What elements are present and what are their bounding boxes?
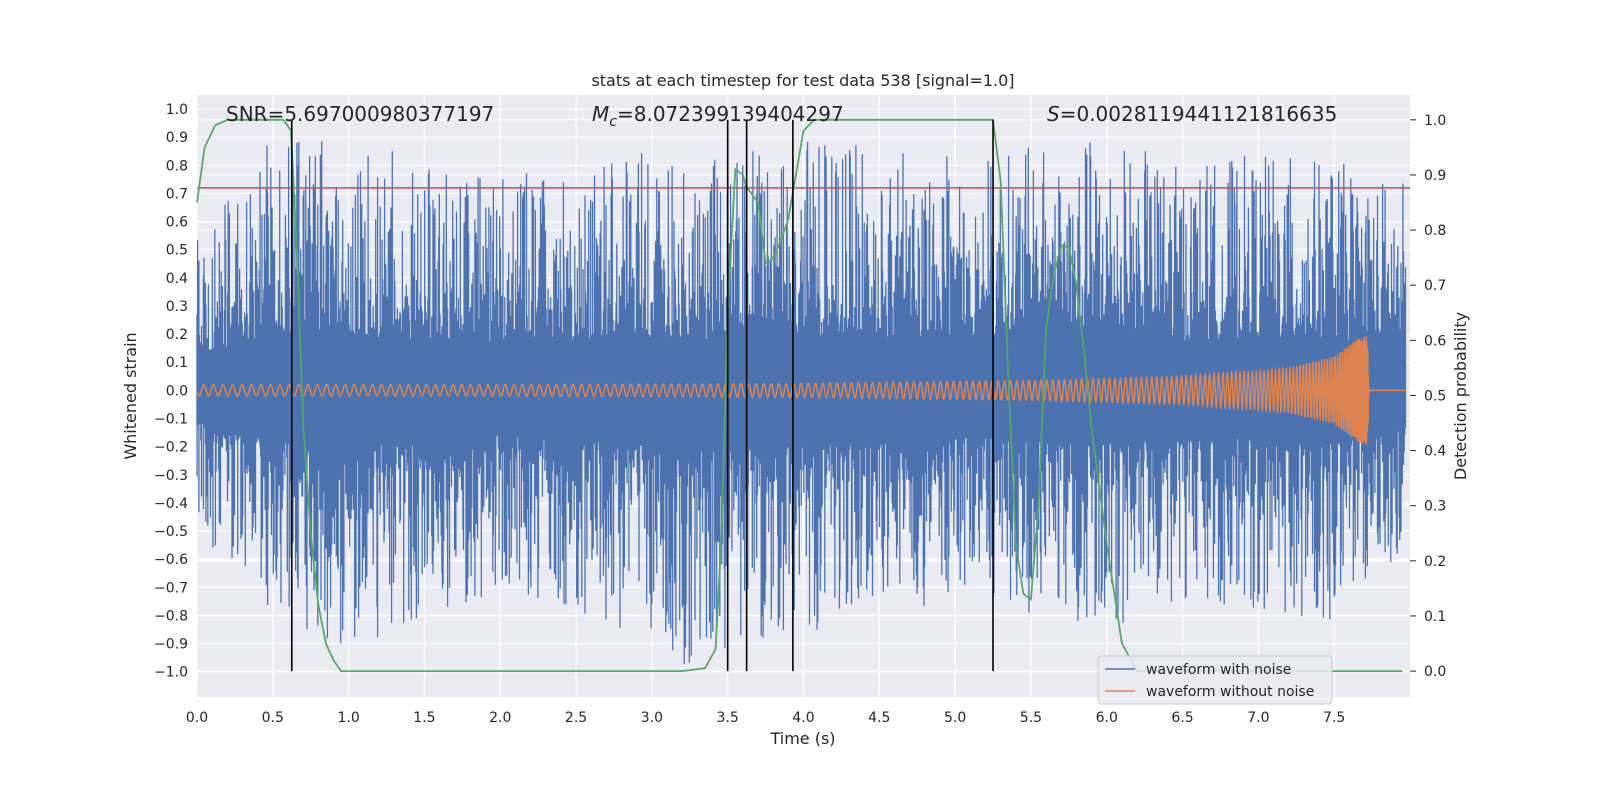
y2-tick-label: 0.1 [1424,609,1446,625]
y-tick-label: −0.6 [154,552,188,568]
mc-annotation: Mc=8.072399139404297 [592,102,844,130]
y-tick-label: 0.6 [166,215,188,231]
x-tick-label: 3.0 [641,710,663,726]
snr-label: SNR [226,102,268,126]
x-tick-label: 5.5 [1020,710,1042,726]
y-tick-label: 0.3 [166,299,188,315]
y2-tick-label: 1.0 [1424,113,1446,129]
x-tick-label: 1.5 [413,710,435,726]
series-waveform-with-noise [196,141,1407,665]
y-tick-label: 0.7 [166,186,188,202]
x-tick-label: 3.5 [717,710,739,726]
y2-tick-label: 0.9 [1424,168,1446,184]
s-label: S [1047,102,1060,126]
x-tick-label: 0.0 [186,710,208,726]
y-tick-label: 0.1 [166,355,188,371]
y2-tick-label: 0.0 [1424,664,1446,680]
x-tick-label: 6.5 [1171,710,1193,726]
y-tick-label: 1.0 [166,102,188,118]
legend-label-noisy: waveform with noise [1146,662,1291,678]
snr-annotation: SNR=5.697000980377197 [226,102,494,126]
x-tick-label: 6.0 [1096,710,1118,726]
y2-tick-label: 0.5 [1424,388,1446,404]
clean-waveform-trace [196,336,1406,444]
y2-tick-label: 0.4 [1424,444,1446,460]
x-tick-label: 2.5 [565,710,587,726]
x-tick-label: 0.5 [262,710,284,726]
snr-value: 5.697000980377197 [284,102,494,126]
y2-tick-label: 0.3 [1424,499,1446,515]
y-tick-label: 0.2 [166,327,188,343]
x-axis-title: Time (s) [769,729,835,748]
mc-subscript: c [609,114,617,130]
probability-curve [196,118,1403,672]
y-tick-label: 0.8 [166,158,188,174]
event-markers [290,119,994,672]
y-axis-ticks: 1.0 0.9 0.8 0.7 0.6 0.5 0.4 0.3 0.2 0.1 0.0 −0.1 −0.… [154,102,188,681]
x-tick-label: 2.0 [489,710,511,726]
y2-tick-label: 0.2 [1424,554,1446,570]
s-value: 0.0028119441121816635 [1076,102,1337,126]
s-annotation: S=0.0028119441121816635 [1047,102,1337,126]
chart-title: stats at each timestep for test data 538… [591,71,1014,90]
y-tick-label: −0.1 [154,412,188,428]
x-tick-label: 4.0 [792,710,814,726]
y-tick-label: −1.0 [154,665,188,681]
mc-value: 8.072399139404297 [634,102,844,126]
y-tick-label: 0.0 [166,383,188,399]
y-tick-label: 0.9 [166,130,188,146]
y-tick-label: −0.3 [154,468,188,484]
y-tick-label: −0.9 [154,637,188,653]
legend: waveform with noise waveform without noi… [1097,655,1333,705]
x-tick-label: 4.5 [868,710,890,726]
y2-tick-label: 0.6 [1424,333,1446,349]
series-waveform-without-noise [196,336,1406,444]
legend-label-clean: waveform without noise [1146,684,1314,700]
y-tick-label: 0.4 [166,271,188,287]
y-tick-label: 0.5 [166,243,188,259]
y2-axis-ticks: 1.0 0.9 0.8 0.7 0.6 0.5 0.4 0.3 0.2 0.1 0.0 [1410,113,1446,680]
x-tick-label: 7.5 [1323,710,1345,726]
x-tick-label: 5.0 [944,710,966,726]
legend-box [1097,655,1333,705]
noisy-waveform-trace [196,141,1407,665]
y-tick-label: −0.4 [154,496,188,512]
y-tick-label: −0.5 [154,524,188,540]
y2-axis-title: Detection probability [1451,312,1470,480]
x-tick-label: 7.0 [1247,710,1269,726]
y-tick-label: −0.2 [154,440,188,456]
mc-label: M [592,102,609,126]
y2-tick-label: 0.8 [1424,223,1446,239]
y-axis-title: Whitened strain [121,332,140,459]
y2-tick-label: 0.7 [1424,278,1446,294]
y-tick-label: −0.7 [154,580,188,596]
x-tick-label: 1.0 [337,710,359,726]
x-axis-ticks: 0.0 0.5 1.0 1.5 2.0 2.5 3.0 3.5 4.0 4.5 5.0 5.5 6.0 6… [186,710,1345,726]
y-tick-label: −0.8 [154,608,188,624]
series-detection-probability [196,118,1403,672]
